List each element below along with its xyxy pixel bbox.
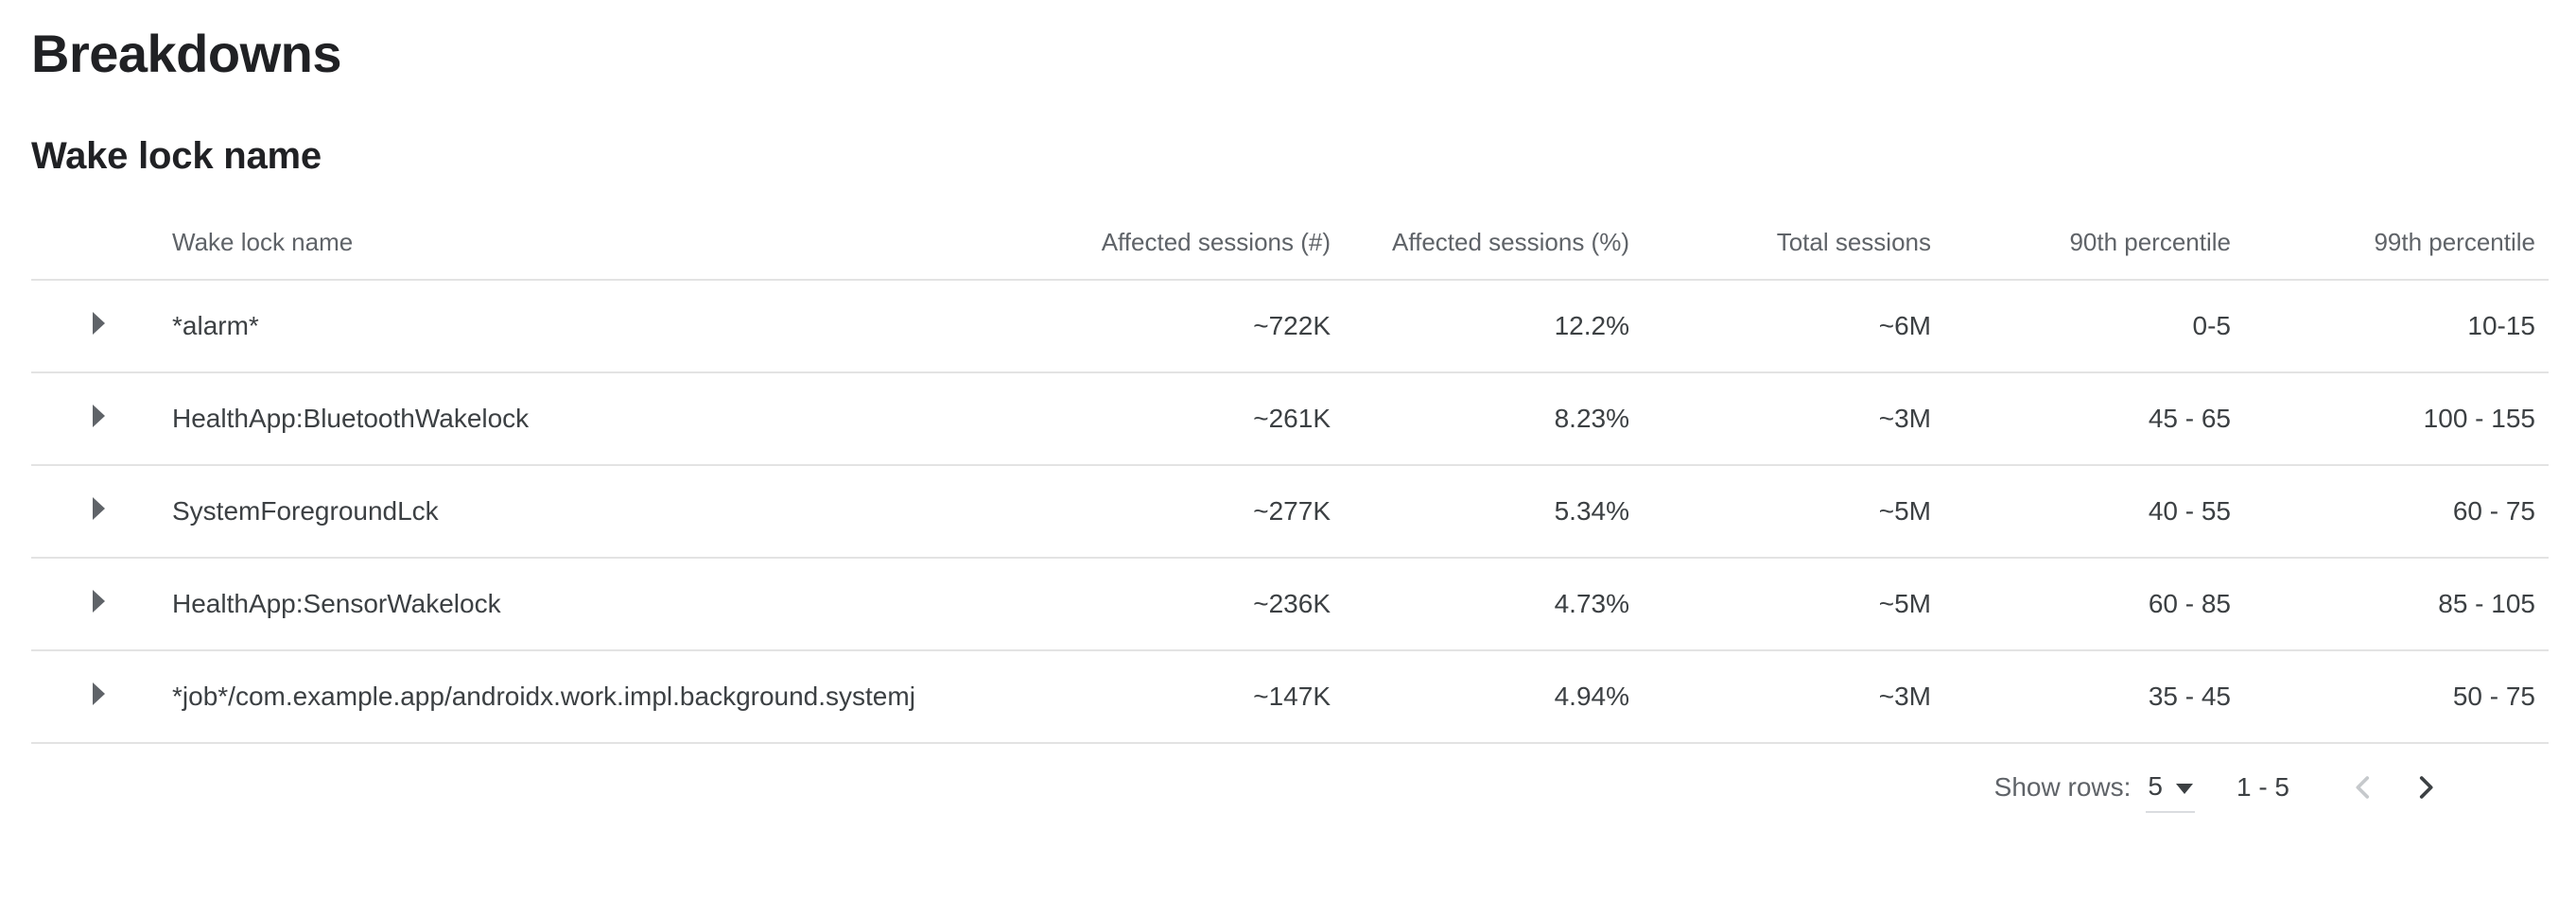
cell-90th-percentile: 60 - 85 xyxy=(1944,558,2244,651)
rows-per-page-select[interactable]: 5 xyxy=(2146,771,2195,813)
expand-row-button[interactable] xyxy=(93,589,117,613)
cell-total-sessions: ~6M xyxy=(1643,280,1944,373)
expand-arrow-icon xyxy=(93,312,105,335)
table-row: HealthApp:SensorWakelock ~236K 4.73% ~5M… xyxy=(31,558,2549,651)
chevron-left-icon xyxy=(2356,776,2370,799)
table-row: *job*/com.example.app/androidx.work.impl… xyxy=(31,650,2549,744)
expand-cell xyxy=(31,558,140,651)
cell-total-sessions: ~5M xyxy=(1643,558,1944,651)
page-title: Breakdowns xyxy=(31,24,342,83)
column-header-wake-lock-name: Wake lock name xyxy=(140,206,966,281)
cell-affected-sessions-count: ~236K xyxy=(966,558,1344,651)
rows-per-page-value: 5 xyxy=(2148,771,2163,801)
expand-arrow-icon xyxy=(93,497,105,520)
cell-wake-lock-name: *alarm* xyxy=(140,280,966,373)
cell-wake-lock-name: HealthApp:BluetoothWakelock xyxy=(140,372,966,466)
column-header-affected-sessions-pct: Affected sessions (%) xyxy=(1344,206,1643,281)
chevron-right-icon xyxy=(2419,776,2433,799)
expand-arrow-icon xyxy=(93,590,105,613)
column-header-90th-percentile: 90th percentile xyxy=(1944,206,2244,281)
cell-total-sessions: ~3M xyxy=(1643,372,1944,466)
column-header-99th-percentile: 99th percentile xyxy=(2244,206,2549,281)
expand-row-button[interactable] xyxy=(93,682,117,706)
cell-affected-sessions-pct: 8.23% xyxy=(1344,372,1643,466)
cell-99th-percentile: 60 - 75 xyxy=(2244,465,2549,559)
cell-99th-percentile: 50 - 75 xyxy=(2244,650,2549,744)
expand-row-button[interactable] xyxy=(93,496,117,521)
table-row: SystemForegroundLck ~277K 5.34% ~5M 40 -… xyxy=(31,465,2549,559)
cell-99th-percentile: 85 - 105 xyxy=(2244,558,2549,651)
cell-wake-lock-name: SystemForegroundLck xyxy=(140,465,966,559)
cell-90th-percentile: 35 - 45 xyxy=(1944,650,2244,744)
breakdowns-page: Breakdowns Wake lock name Wake lock name… xyxy=(31,24,2549,831)
cell-affected-sessions-count: ~147K xyxy=(966,650,1344,744)
table-row: HealthApp:BluetoothWakelock ~261K 8.23% … xyxy=(31,372,2549,466)
cell-affected-sessions-count: ~277K xyxy=(966,465,1344,559)
cell-affected-sessions-pct: 4.73% xyxy=(1344,558,1643,651)
show-rows-label: Show rows: xyxy=(1993,772,2132,802)
cell-wake-lock-name: HealthApp:SensorWakelock xyxy=(140,558,966,651)
cell-total-sessions: ~5M xyxy=(1643,465,1944,559)
cell-affected-sessions-pct: 12.2% xyxy=(1344,280,1643,373)
column-header-expand xyxy=(31,206,140,281)
expand-row-button[interactable] xyxy=(93,311,117,336)
dropdown-caret-icon xyxy=(2175,783,2193,794)
next-page-button[interactable] xyxy=(2407,768,2445,806)
cell-90th-percentile: 0-5 xyxy=(1944,280,2244,373)
cell-99th-percentile: 10-15 xyxy=(2244,280,2549,373)
table-row: *alarm* ~722K 12.2% ~6M 0-5 10-15 xyxy=(31,280,2549,373)
expand-arrow-icon xyxy=(93,405,105,427)
cell-affected-sessions-pct: 4.94% xyxy=(1344,650,1643,744)
prev-page-button[interactable] xyxy=(2344,768,2382,806)
cell-affected-sessions-count: ~261K xyxy=(966,372,1344,466)
cell-total-sessions: ~3M xyxy=(1643,650,1944,744)
page-range-label: 1 - 5 xyxy=(2236,772,2289,802)
section-title: Wake lock name xyxy=(31,135,322,177)
cell-90th-percentile: 40 - 55 xyxy=(1944,465,2244,559)
expand-arrow-icon xyxy=(93,682,105,705)
cell-wake-lock-name: *job*/com.example.app/androidx.work.impl… xyxy=(140,650,966,744)
cell-90th-percentile: 45 - 65 xyxy=(1944,372,2244,466)
table-header-row: Wake lock name Affected sessions (#) Aff… xyxy=(31,206,2549,281)
expand-cell xyxy=(31,650,140,744)
cell-affected-sessions-pct: 5.34% xyxy=(1344,465,1643,559)
column-header-affected-sessions-count: Affected sessions (#) xyxy=(966,206,1344,281)
expand-cell xyxy=(31,280,140,373)
column-header-total-sessions: Total sessions xyxy=(1643,206,1944,281)
expand-row-button[interactable] xyxy=(93,404,117,428)
table-pagination: Show rows: 5 1 - 5 xyxy=(31,744,2549,831)
expand-cell xyxy=(31,465,140,559)
cell-affected-sessions-count: ~722K xyxy=(966,280,1344,373)
wake-lock-table: Wake lock name Affected sessions (#) Aff… xyxy=(31,206,2549,744)
cell-99th-percentile: 100 - 155 xyxy=(2244,372,2549,466)
expand-cell xyxy=(31,372,140,466)
